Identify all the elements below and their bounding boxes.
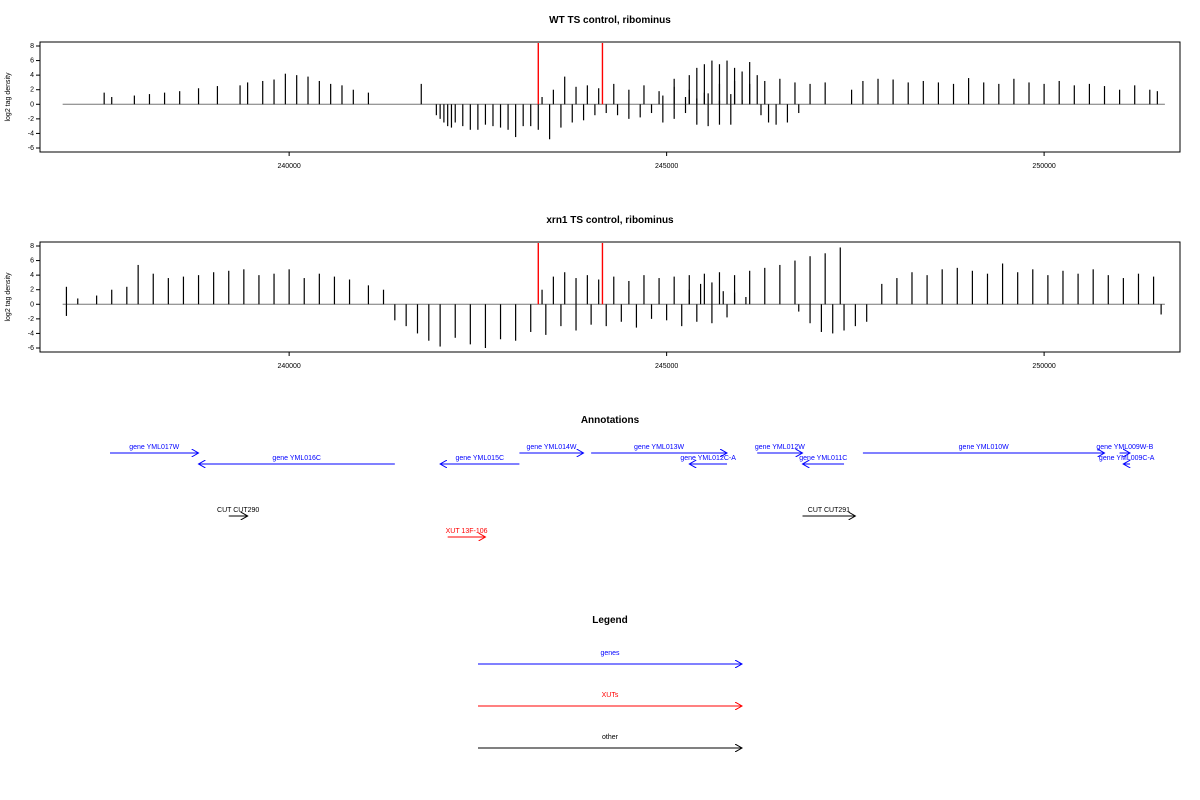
feature-label: CUT CUT291 xyxy=(808,507,850,514)
feature-label: gene YML009C-A xyxy=(1099,455,1155,462)
feature-label: gene YML009W-B xyxy=(1096,444,1153,451)
legend-panel: Legend genes XUTs other xyxy=(478,615,742,748)
legend-label: genes xyxy=(600,650,620,657)
y-tick-label: 8 xyxy=(30,43,34,50)
y-axis-label: log2 tag density xyxy=(5,272,12,322)
y-tick-label: -4 xyxy=(28,130,34,137)
feature-label: gene YML012C-A xyxy=(680,455,736,462)
y-tick-label: 0 xyxy=(30,301,34,308)
x-tick-label: 245000 xyxy=(655,363,678,370)
feature-label: gene YML010W xyxy=(959,444,1009,451)
plot-frame xyxy=(39,241,1181,353)
y-tick-label: 4 xyxy=(30,272,34,279)
track-panel-xrn1: xrn1 TS control, ribominus log2 tag dens… xyxy=(5,215,1181,370)
annotations-panel: Annotations gene YML017W gene YML016C gene… xyxy=(110,415,1155,537)
feature-label: gene YML016C xyxy=(272,455,321,462)
y-tick-label: -6 xyxy=(28,145,34,152)
legend-title: Legend xyxy=(592,615,628,626)
y-tick-label: 2 xyxy=(30,287,34,294)
plot-frame xyxy=(39,41,1181,153)
x-tick-label: 240000 xyxy=(277,163,300,170)
feature-label: gene YML011C xyxy=(799,455,847,462)
y-tick-label: 0 xyxy=(30,101,34,108)
legend-label: other xyxy=(602,734,619,741)
y-tick-label: 6 xyxy=(30,258,34,265)
feature-label: CUT CUT290 xyxy=(217,507,259,514)
feature-label: gene YML012W xyxy=(755,444,805,451)
y-tick-label: -2 xyxy=(28,116,34,123)
feature-label: gene YML014W xyxy=(526,444,576,451)
y-tick-label: 8 xyxy=(30,243,34,250)
y-tick-label: 6 xyxy=(30,58,34,65)
x-tick-label: 250000 xyxy=(1032,363,1055,370)
feature-label: gene YML015C xyxy=(456,455,505,462)
panel-title: xrn1 TS control, ribominus xyxy=(546,215,674,226)
feature-label: gene YML017W xyxy=(129,444,179,451)
y-tick-label: -4 xyxy=(28,330,34,337)
y-axis-label: log2 tag density xyxy=(5,72,12,122)
x-tick-label: 240000 xyxy=(277,363,300,370)
x-tick-label: 245000 xyxy=(655,163,678,170)
y-tick-label: 4 xyxy=(30,72,34,79)
y-tick-label: -2 xyxy=(28,316,34,323)
track-panel-wt: WT TS control, ribominus log2 tag densit… xyxy=(5,15,1181,170)
feature-label: XUT 13F-106 xyxy=(446,528,488,535)
x-tick-label: 250000 xyxy=(1032,163,1055,170)
legend-label: XUTs xyxy=(602,692,619,699)
feature-label: gene YML013W xyxy=(634,444,684,451)
annotations-title: Annotations xyxy=(581,415,640,426)
panel-title: WT TS control, ribominus xyxy=(549,15,671,26)
y-tick-label: 2 xyxy=(30,87,34,94)
y-tick-label: -6 xyxy=(28,345,34,352)
